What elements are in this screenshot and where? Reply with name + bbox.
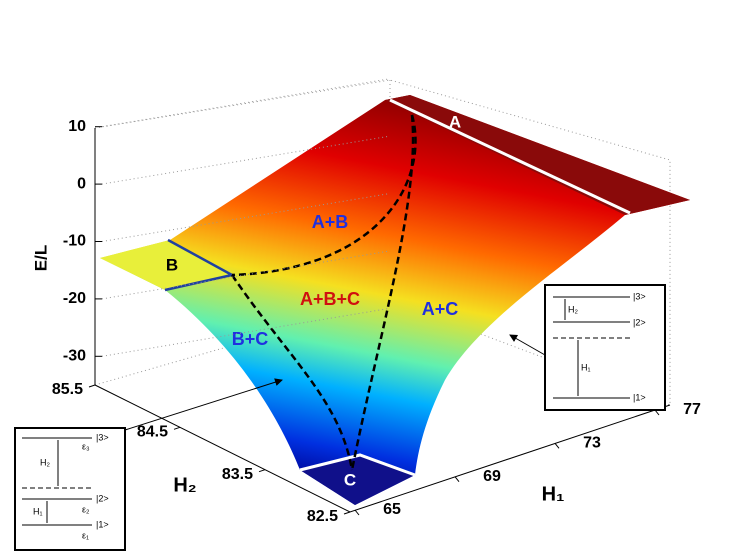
plateau-c [300, 455, 415, 505]
level-label: |2> [633, 317, 646, 327]
region-label: A [449, 112, 461, 131]
x-tick [554, 443, 560, 449]
gap-label: H₁ [33, 506, 43, 516]
energy-label: ε₂ [82, 504, 90, 514]
region-label: A+B [312, 212, 349, 232]
y-tick-label: 83.5 [222, 466, 253, 483]
region-label: B [166, 255, 178, 274]
level-label: |1> [633, 392, 646, 402]
energy-label: ε₁ [82, 530, 89, 540]
x-axis-label: H₁ [542, 483, 565, 505]
x-tick [654, 409, 660, 416]
plateau-a [385, 95, 690, 215]
arrow [509, 334, 546, 356]
level-label: |1> [96, 519, 109, 529]
grid-line [101, 193, 391, 242]
z-tick-label: -30 [63, 348, 86, 365]
level-label: |2> [96, 493, 109, 503]
inset-right: |3> |2> |1> H₂ H₁ [544, 284, 666, 411]
z-tick-label: -20 [63, 290, 86, 307]
grid-line [101, 250, 391, 300]
x-tick-label: 69 [483, 468, 501, 485]
x-tick-label: 77 [683, 401, 701, 418]
x-tick-label: 73 [583, 435, 601, 452]
x-tick [454, 476, 460, 482]
gap-label: H₁ [581, 362, 591, 372]
y-tick-label: 82.5 [307, 508, 338, 525]
surface [100, 95, 690, 505]
plateau-b [100, 240, 232, 290]
gap-label: H₂ [40, 457, 50, 467]
region-label: C [344, 470, 356, 489]
energy-label: ε₃ [82, 441, 90, 451]
y-tick [343, 511, 351, 515]
x-tick [354, 509, 360, 516]
z-tick-label: 0 [77, 175, 86, 192]
grid-line [101, 307, 391, 357]
y-tick [258, 469, 266, 473]
inset-left: |3> |2> |1> H₂ H₁ ε₃ ε₂ ε₁ [14, 427, 126, 551]
z-axis-label: E/L [31, 245, 50, 271]
region-label: A+C [422, 299, 459, 319]
y-tick-label: 84.5 [137, 424, 168, 441]
y-tick-label: 85.5 [52, 381, 83, 398]
y-axis-label: H₂ [173, 474, 196, 496]
region-label: A+B+C [300, 289, 360, 309]
y-tick [173, 426, 181, 430]
gap-label: H₂ [568, 304, 578, 314]
y-tick [88, 384, 96, 388]
region-label: B+C [232, 329, 269, 349]
z-tick-label: -10 [63, 233, 86, 250]
level-label: |3> [633, 291, 646, 301]
arrow [124, 378, 283, 431]
level-label: |3> [96, 432, 109, 442]
x-tick-label: 65 [383, 501, 401, 518]
z-tick-label: 10 [68, 118, 86, 135]
grid-line [101, 135, 391, 185]
grid-line [101, 78, 391, 128]
